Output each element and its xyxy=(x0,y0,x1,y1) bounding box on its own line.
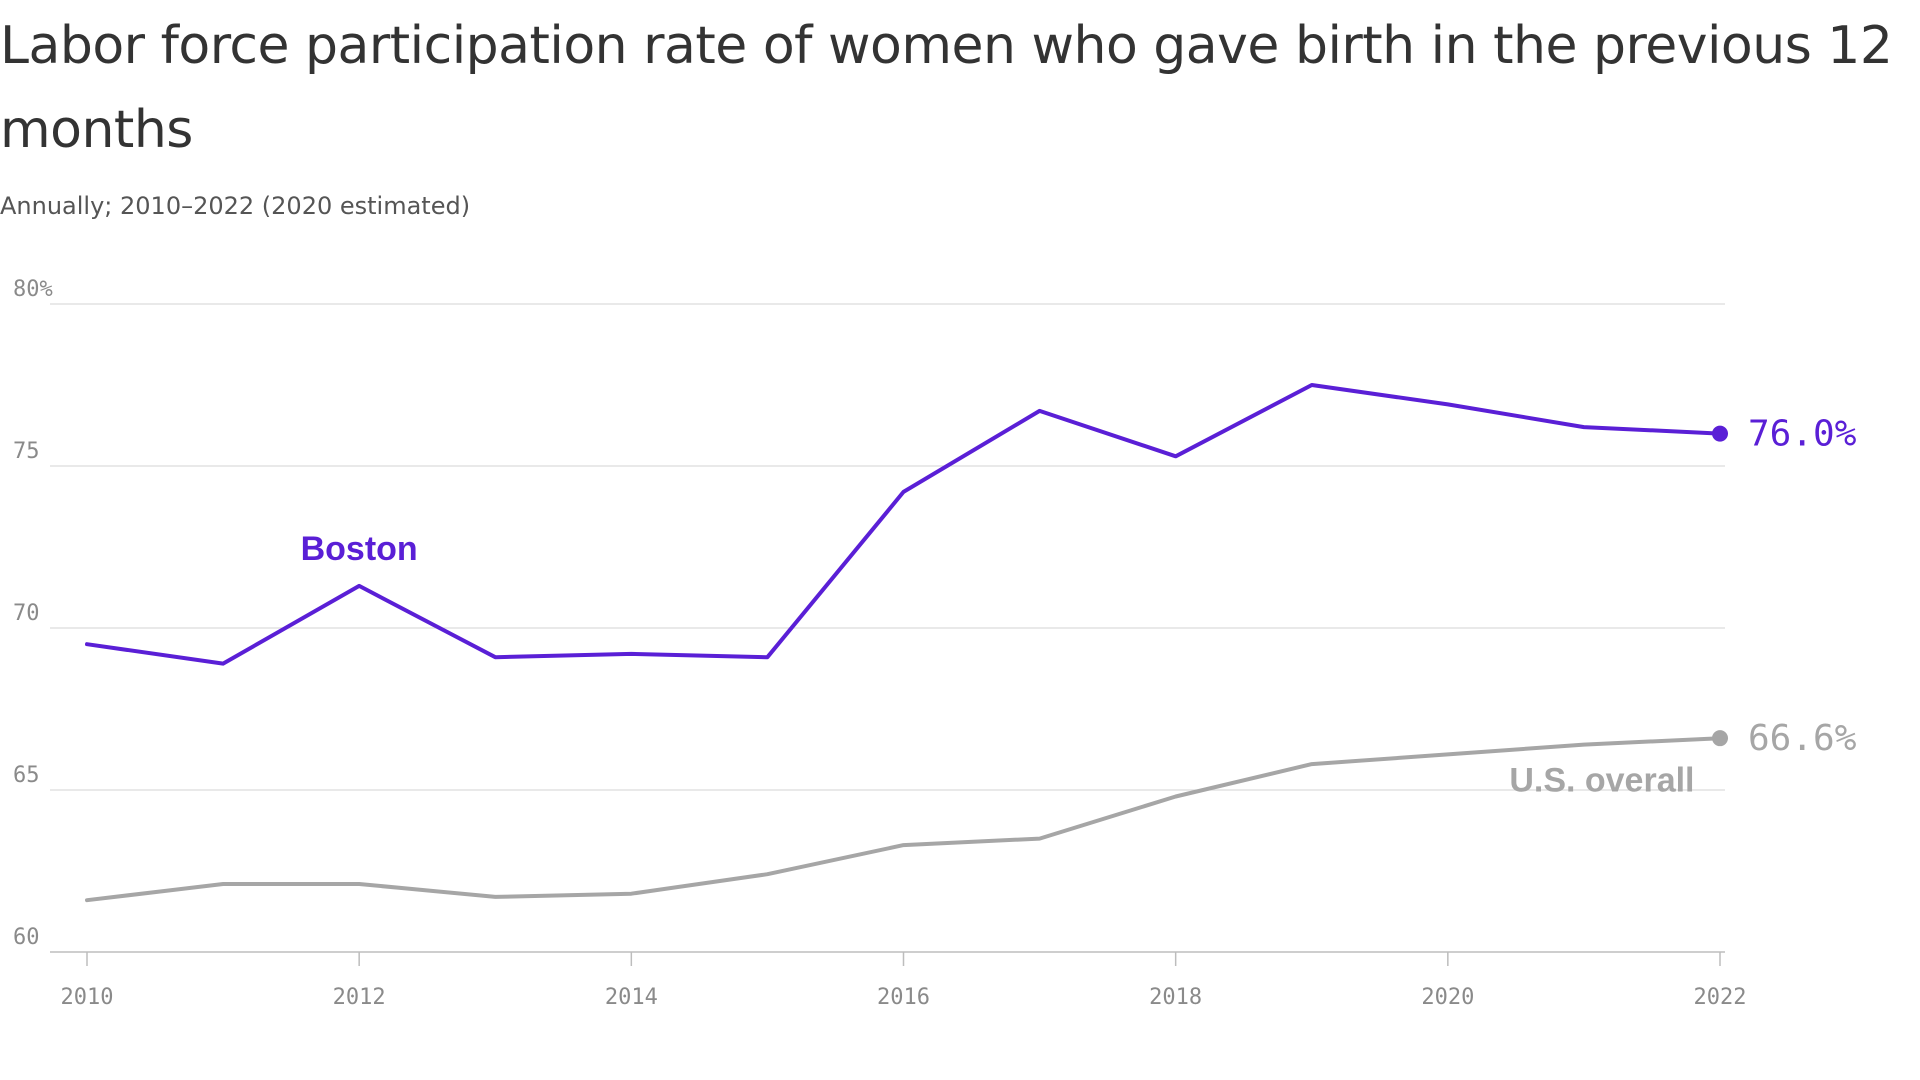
y-tick-label: 70 xyxy=(13,601,40,626)
y-tick-label: 65 xyxy=(13,763,40,788)
y-tick-label: 75 xyxy=(13,439,40,464)
y-tick-label: 80% xyxy=(13,277,53,302)
series-line-boston xyxy=(85,383,1722,666)
x-tick-label: 2018 xyxy=(1149,985,1202,1010)
end-point-us-overall xyxy=(1712,730,1728,747)
chart-title: Labor force participation rate of women … xyxy=(0,16,1893,160)
y-tick-label: 60 xyxy=(13,925,40,950)
chart-subtitle: Annually; 2010–2022 (2020 estimated) xyxy=(0,192,471,220)
series-label-us-overall: U.S. overall xyxy=(1509,762,1694,800)
end-point-boston xyxy=(1712,425,1728,442)
x-tick-label: 2022 xyxy=(1694,985,1747,1010)
x-tick-label: 2016 xyxy=(877,985,930,1010)
series-line-us-overall xyxy=(85,736,1722,903)
series-label-boston: Boston xyxy=(301,530,418,568)
x-tick-label: 2014 xyxy=(605,985,658,1010)
x-tick-label: 2012 xyxy=(333,985,386,1010)
end-value-label: 76.0% xyxy=(1748,414,1857,455)
end-value-label: 66.6% xyxy=(1748,718,1857,759)
x-tick-label: 2020 xyxy=(1421,985,1474,1010)
x-tick-label: 2010 xyxy=(61,985,114,1010)
